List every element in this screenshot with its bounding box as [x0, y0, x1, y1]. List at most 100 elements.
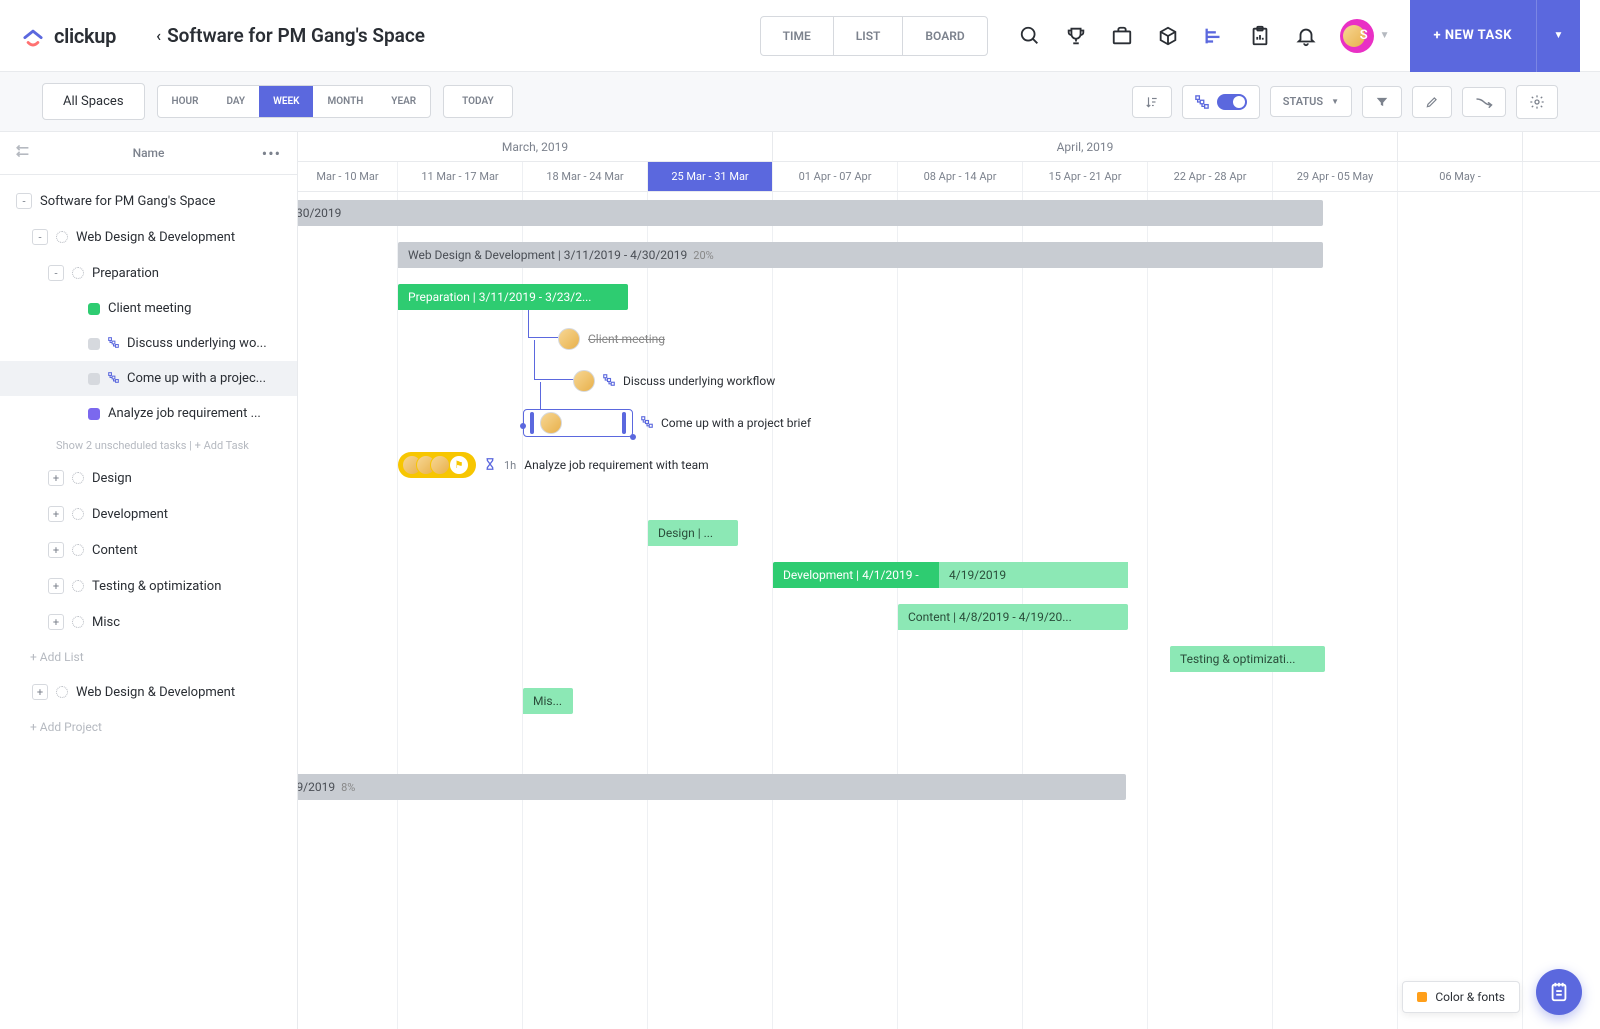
subtask-icon: [108, 372, 119, 386]
filter-icon[interactable]: [1362, 86, 1402, 118]
today-button[interactable]: TODAY: [443, 85, 513, 118]
sort-button[interactable]: [1132, 86, 1172, 118]
tree-row[interactable]: -Preparation: [0, 255, 297, 291]
gantt-week[interactable]: 11 Mar - 17 Mar: [398, 162, 523, 191]
tree-meta[interactable]: Show 2 unscheduled tasks | + Add Task: [0, 431, 297, 460]
gantt-week[interactable]: 29 Apr - 05 May: [1273, 162, 1398, 191]
gantt-week[interactable]: 22 Apr - 28 Apr: [1148, 162, 1273, 191]
zoom-hour[interactable]: HOUR: [158, 86, 213, 117]
zoom-month[interactable]: MONTH: [313, 86, 377, 117]
color-fonts-widget[interactable]: Color & fonts: [1402, 981, 1520, 1013]
hierarchy-toggle[interactable]: [1182, 85, 1260, 119]
logo[interactable]: clickup: [20, 23, 116, 49]
avatar-icon: [558, 328, 580, 350]
tab-list[interactable]: LIST: [834, 17, 904, 55]
tab-board[interactable]: BOARD: [903, 17, 986, 55]
sidebar-more-icon[interactable]: •••: [262, 144, 281, 163]
tree-label: Design: [92, 471, 132, 486]
zoom-week[interactable]: WEEK: [259, 86, 313, 117]
pencil-icon[interactable]: [1412, 86, 1452, 118]
tree-row[interactable]: +Testing & optimization: [0, 568, 297, 604]
tree-row[interactable]: Analyze job requirement ...: [0, 396, 297, 431]
new-task-dropdown[interactable]: ▼: [1536, 0, 1580, 72]
back-chevron-icon[interactable]: ‹: [156, 26, 161, 45]
gantt-week[interactable]: 01 Apr - 07 Apr: [773, 162, 898, 191]
tree-row[interactable]: Come up with a projec...: [0, 361, 297, 396]
zoom-day[interactable]: DAY: [212, 86, 259, 117]
collapse-sidebar-icon[interactable]: [14, 144, 30, 162]
tree-row[interactable]: Discuss underlying wo...: [0, 326, 297, 361]
subtask-icon: [108, 337, 119, 351]
tree-row[interactable]: -Web Design & Development: [0, 219, 297, 255]
gantt-bar[interactable]: - 4/30/2019: [298, 200, 1323, 226]
gantt-task[interactable]: Client meeting: [558, 326, 665, 352]
gantt-bar[interactable]: 4/19/2019: [939, 562, 1128, 588]
gantt-week[interactable]: 18 Mar - 24 Mar: [523, 162, 648, 191]
tree-row[interactable]: -Software for PM Gang's Space: [0, 183, 297, 219]
briefcase-icon[interactable]: [1110, 24, 1134, 48]
gantt-task[interactable]: Come up with a project brief: [523, 410, 811, 436]
dependency-line: [528, 310, 558, 338]
trophy-icon[interactable]: [1064, 24, 1088, 48]
collapse-icon[interactable]: -: [48, 265, 64, 281]
gantt-bar[interactable]: Mis...: [523, 688, 573, 714]
all-spaces-button[interactable]: All Spaces: [42, 83, 145, 120]
gantt-task[interactable]: ⚑1hAnalyze job requirement with team: [398, 452, 709, 478]
view-tabs: TIME LIST BOARD: [760, 16, 988, 56]
gantt-week[interactable]: 15 Apr - 21 Apr: [1023, 162, 1148, 191]
avatar-icon: [573, 370, 595, 392]
toggle-switch[interactable]: [1217, 94, 1247, 110]
selected-task-box[interactable]: [523, 409, 633, 437]
gantt-bar[interactable]: Testing & optimizati...: [1170, 646, 1325, 672]
collapse-icon[interactable]: +: [48, 614, 64, 630]
gantt-week[interactable]: Mar - 10 Mar: [298, 162, 398, 191]
gantt-body[interactable]: - 4/30/2019 Web Design & Development | 3/…: [298, 192, 1600, 1029]
gantt-month: March, 2019: [298, 132, 773, 161]
gantt-bar[interactable]: Content | 4/8/2019 - 4/19/20...: [898, 604, 1128, 630]
add-link[interactable]: + Add List: [0, 640, 297, 674]
gantt-week[interactable]: 08 Apr - 14 Apr: [898, 162, 1023, 191]
user-dropdown-icon[interactable]: ▼: [1380, 30, 1390, 41]
tree-row[interactable]: +Web Design & Development: [0, 674, 297, 710]
tree-row[interactable]: +Misc: [0, 604, 297, 640]
clipboard-icon[interactable]: [1248, 24, 1272, 48]
collapse-icon[interactable]: +: [48, 506, 64, 522]
collapse-icon[interactable]: +: [48, 470, 64, 486]
status-dropdown[interactable]: STATUS▼: [1270, 86, 1352, 117]
gantt-bar[interactable]: 4/19/20198%: [298, 774, 1126, 800]
user-avatar[interactable]: S: [1340, 19, 1374, 53]
tree-label: Client meeting: [108, 301, 191, 316]
breadcrumb[interactable]: ‹ Software for PM Gang's Space: [156, 24, 425, 47]
collapse-icon[interactable]: +: [32, 684, 48, 700]
assignee-pill[interactable]: ⚑: [398, 452, 476, 478]
notepad-fab[interactable]: [1536, 969, 1582, 1015]
status-circle-icon: [72, 580, 84, 592]
bell-icon[interactable]: [1294, 24, 1318, 48]
collapse-icon[interactable]: -: [32, 229, 48, 245]
collapse-icon[interactable]: -: [16, 193, 32, 209]
box-icon[interactable]: [1156, 24, 1180, 48]
status-circle-icon: [72, 544, 84, 556]
gantt-bar[interactable]: Web Design & Development | 3/11/2019 - 4…: [398, 242, 1323, 268]
gantt-bar[interactable]: Design | ...: [648, 520, 738, 546]
tree-row[interactable]: +Content: [0, 532, 297, 568]
search-icon[interactable]: [1018, 24, 1042, 48]
collapse-icon[interactable]: +: [48, 542, 64, 558]
zoom-year[interactable]: YEAR: [377, 86, 430, 117]
gantt-task[interactable]: Discuss underlying workflow: [573, 368, 775, 394]
gantt-bar[interactable]: Preparation | 3/11/2019 - 3/23/2...: [398, 284, 628, 310]
task-label: Analyze job requirement with team: [524, 458, 708, 472]
tree-row[interactable]: + Design: [0, 460, 297, 496]
tab-time[interactable]: TIME: [761, 17, 834, 55]
gantt-week[interactable]: 06 May -: [1398, 162, 1523, 191]
gantt-week[interactable]: 25 Mar - 31 Mar: [648, 162, 773, 191]
gear-icon[interactable]: [1516, 85, 1558, 119]
tree-label: Development: [92, 507, 168, 522]
gantt-icon[interactable]: [1202, 24, 1226, 48]
new-task-button[interactable]: + NEW TASK: [1410, 0, 1536, 72]
add-link[interactable]: + Add Project: [0, 710, 297, 744]
collapse-icon[interactable]: +: [48, 578, 64, 594]
tree-row[interactable]: + Development: [0, 496, 297, 532]
tree-row[interactable]: Client meeting: [0, 291, 297, 326]
path-icon[interactable]: [1462, 87, 1506, 117]
